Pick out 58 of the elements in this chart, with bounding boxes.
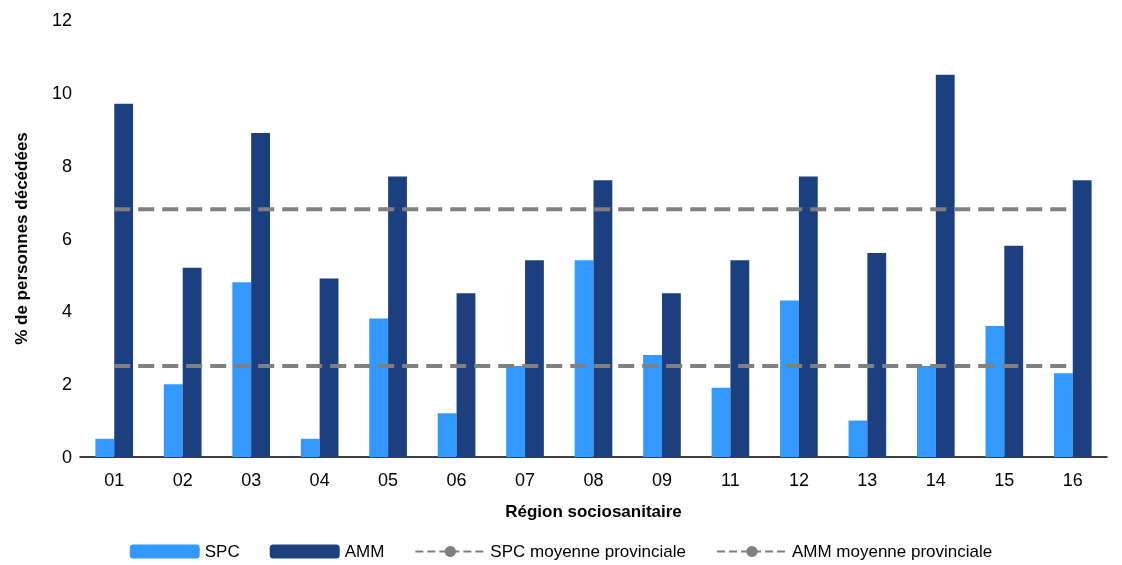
bar bbox=[506, 365, 526, 457]
x-tick-label: 11 bbox=[721, 470, 740, 490]
legend-label: SPC moyenne provinciale bbox=[490, 542, 686, 561]
x-tick-label: 03 bbox=[241, 470, 262, 490]
y-tick-label: 4 bbox=[61, 301, 72, 322]
bar bbox=[848, 420, 868, 457]
bar bbox=[300, 438, 320, 457]
x-tick-label: 16 bbox=[1062, 470, 1083, 490]
bar bbox=[369, 318, 389, 457]
y-tick-label: 6 bbox=[61, 228, 72, 249]
x-tick-label: 08 bbox=[583, 470, 604, 490]
y-tick-label: 2 bbox=[61, 374, 72, 395]
legend-label: AMM moyenne provinciale bbox=[791, 542, 993, 561]
bar bbox=[182, 267, 202, 457]
x-tick-label: 01 bbox=[104, 470, 125, 490]
x-tick-label: 07 bbox=[515, 470, 536, 490]
x-tick-label: 02 bbox=[172, 470, 193, 490]
bar bbox=[525, 260, 544, 457]
x-tick-label: 12 bbox=[788, 470, 809, 490]
bar bbox=[163, 384, 183, 457]
bar bbox=[780, 300, 799, 457]
bar bbox=[798, 176, 818, 457]
bar bbox=[867, 253, 887, 457]
legend-label: AMM bbox=[344, 542, 385, 561]
x-tick-label: 14 bbox=[925, 470, 946, 490]
y-axis-title: % de personnes décédées bbox=[12, 132, 31, 345]
bar bbox=[1004, 245, 1024, 457]
bar bbox=[935, 74, 955, 457]
x-tick-label: 05 bbox=[378, 470, 399, 490]
y-tick-label: 8 bbox=[61, 155, 72, 176]
bar bbox=[437, 413, 457, 457]
bar bbox=[917, 365, 936, 457]
bar bbox=[643, 355, 662, 457]
bar bbox=[574, 260, 594, 457]
x-tick-label: 04 bbox=[309, 470, 330, 490]
bar bbox=[388, 176, 407, 457]
bar bbox=[232, 282, 252, 457]
bar bbox=[593, 180, 613, 457]
bar bbox=[730, 260, 750, 457]
x-axis-title: Région sociosanitaire bbox=[505, 502, 682, 521]
bar bbox=[1072, 180, 1092, 457]
bar bbox=[319, 278, 339, 457]
y-tick-label: 10 bbox=[51, 82, 72, 103]
bar bbox=[114, 103, 134, 457]
x-tick-label: 09 bbox=[651, 470, 672, 490]
bar bbox=[661, 293, 681, 457]
legend-label: SPC bbox=[204, 542, 240, 561]
x-tick-label: 13 bbox=[857, 470, 878, 490]
y-tick-label: 0 bbox=[61, 447, 72, 467]
bar bbox=[1053, 373, 1073, 457]
bar bbox=[985, 325, 1005, 457]
x-tick-label: 06 bbox=[446, 470, 467, 490]
bar bbox=[711, 387, 731, 457]
bar bbox=[95, 438, 115, 457]
bar bbox=[251, 132, 270, 457]
x-tick-label: 15 bbox=[994, 470, 1015, 490]
y-tick-label: 12 bbox=[51, 10, 72, 30]
bar bbox=[456, 293, 476, 457]
